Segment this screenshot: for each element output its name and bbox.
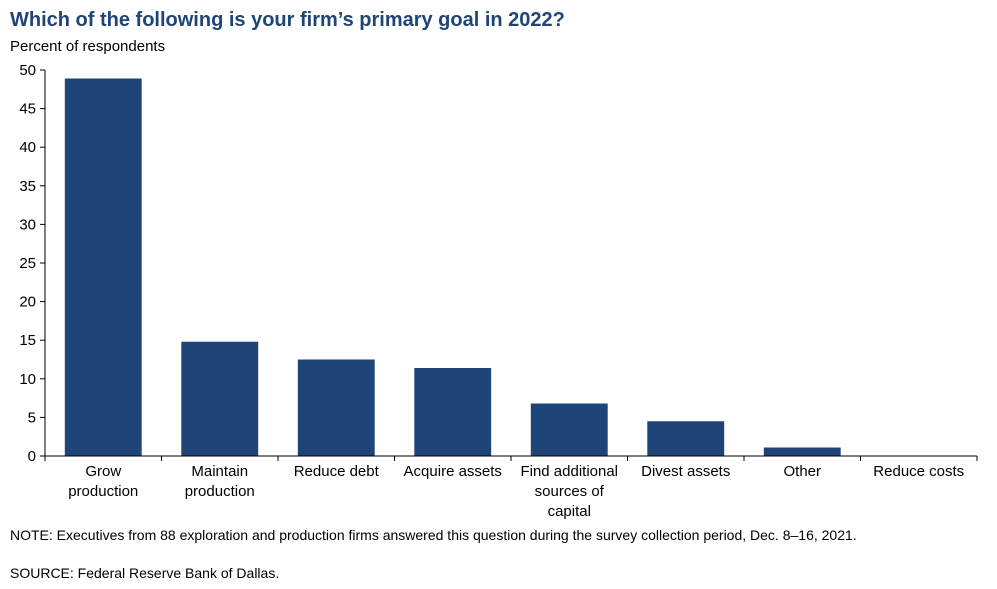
y-tick-label: 5 [28, 409, 36, 426]
y-tick-label: 15 [19, 332, 36, 349]
bar [530, 403, 608, 456]
bar [414, 367, 492, 456]
bar [297, 359, 375, 456]
y-axis: 0 5 10 15 20 25 30 35 40 45 50 [19, 62, 46, 465]
y-tick-label: 20 [19, 294, 36, 311]
x-tick-label: Acquire assets [404, 463, 502, 480]
chart-title: Which of the following is your firm’s pr… [10, 9, 565, 31]
y-tick-label: 0 [28, 448, 36, 465]
bar-chart: 0 5 10 15 20 25 30 35 40 45 50 Grow production Maint… [19, 62, 978, 520]
x-tick-label: Divest assets [641, 463, 730, 480]
x-tick-label: Reduce costs [873, 463, 964, 480]
bar [64, 78, 142, 456]
x-tick-label: Reduce debt [294, 463, 380, 480]
y-tick-label: 10 [19, 371, 36, 388]
y-tick-label: 50 [19, 62, 36, 79]
y-tick-label: 30 [19, 216, 36, 233]
x-tick-label: Find additional sources of capital [520, 463, 618, 520]
x-tick-label: Grow production [68, 463, 138, 500]
y-tick-label: 25 [19, 255, 36, 272]
y-axis-label: Percent of respondents [10, 38, 166, 55]
y-tick-label: 40 [19, 139, 36, 156]
chart-note: NOTE: Executives from 88 exploration and… [10, 527, 857, 543]
y-tick-label: 35 [19, 178, 36, 195]
bars [64, 78, 841, 456]
y-tick-label: 45 [19, 101, 36, 118]
x-axis: Grow production Maintain production Reduce d… [44, 455, 978, 520]
bar [181, 341, 259, 456]
x-tick-label: Maintain production [185, 463, 255, 500]
bar [763, 447, 841, 456]
bar [647, 421, 725, 456]
x-tick-label: Other [783, 463, 821, 480]
chart-source: SOURCE: Federal Reserve Bank of Dallas. [10, 565, 280, 581]
